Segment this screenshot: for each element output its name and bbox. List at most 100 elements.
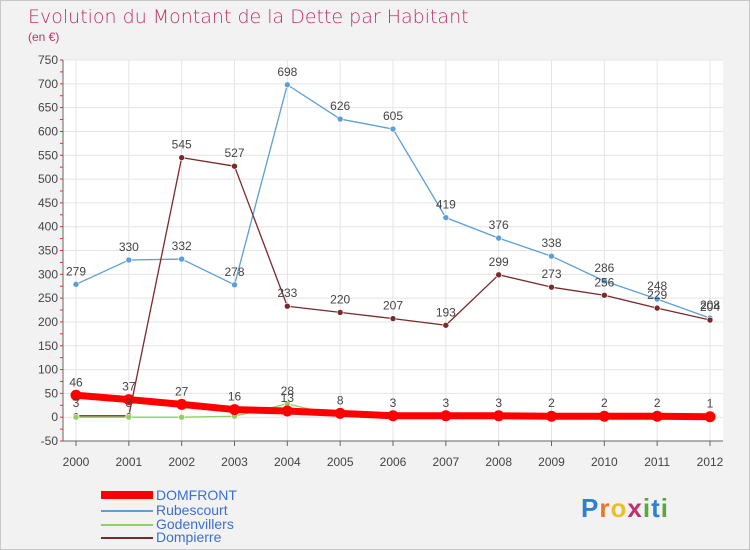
y-tick-label: 550 [38, 148, 58, 162]
legend-swatch-rubescourt [101, 510, 153, 512]
data-label-domfront: 2 [548, 396, 555, 410]
y-tick-label: 150 [38, 339, 58, 353]
y-tick-label: 500 [38, 172, 58, 186]
data-label-godenvillers: 28 [281, 384, 295, 398]
x-tick-label: 2012 [697, 455, 724, 469]
data-point-rubescourt [495, 234, 502, 242]
data-label-domfront: 46 [69, 375, 83, 389]
legend-label-godenvillers: Godenvillers [156, 516, 234, 532]
legend-label-rubescourt: Rubescourt [156, 502, 228, 518]
data-label-rubescourt: 376 [489, 218, 509, 232]
data-point-dompierre [653, 304, 661, 312]
data-point-domfront [281, 405, 293, 417]
data-point-dompierre [284, 302, 291, 310]
data-label-rubescourt: 330 [119, 240, 139, 254]
y-tick-label: 0 [51, 410, 58, 424]
data-point-rubescourt [231, 281, 238, 289]
data-label-rubescourt: 278 [224, 265, 244, 279]
data-label-rubescourt: 332 [172, 239, 192, 253]
data-label-domfront: 2 [601, 396, 608, 410]
data-label-domfront: 13 [281, 391, 295, 405]
data-point-domfront [440, 410, 452, 422]
data-point-dompierre [706, 316, 714, 324]
data-point-domfront [546, 410, 557, 422]
data-label-dompierre: 193 [436, 305, 456, 319]
data-point-rubescourt [336, 115, 344, 123]
x-tick-label: 2003 [221, 455, 248, 469]
data-label-dompierre: 273 [541, 267, 561, 281]
data-label-dompierre: 207 [383, 299, 403, 313]
data-point-domfront [123, 394, 135, 406]
data-label-domfront: 2 [654, 396, 661, 410]
data-point-rubescourt [284, 81, 291, 89]
y-tick-label: 450 [38, 196, 58, 210]
data-point-domfront [387, 410, 399, 422]
y-tick-label: 700 [38, 77, 58, 91]
data-point-domfront [704, 411, 716, 423]
x-tick-label: 2010 [591, 455, 618, 469]
data-point-dompierre [389, 315, 397, 322]
data-label-dompierre: 3 [125, 396, 132, 410]
data-point-dompierre [178, 154, 185, 161]
data-label-rubescourt: 338 [541, 236, 561, 250]
data-point-dompierre [548, 283, 555, 291]
data-label-domfront: 3 [495, 396, 502, 410]
y-tick-label: 350 [38, 244, 58, 258]
data-label-rubescourt: 208 [700, 298, 720, 312]
data-point-domfront [334, 407, 346, 419]
data-point-rubescourt [389, 125, 397, 133]
x-tick-label: 2000 [63, 455, 90, 469]
data-point-rubescourt [72, 281, 80, 288]
data-point-dompierre [442, 321, 450, 329]
y-tick-label: 100 [38, 363, 58, 377]
data-point-rubescourt [125, 256, 133, 264]
x-tick-label: 2007 [432, 455, 459, 469]
chart-title: Evolution du Montant de la Dette par Hab… [28, 6, 469, 28]
y-tick-label: 300 [38, 267, 58, 281]
data-point-rubescourt [178, 255, 185, 263]
proxiti-logo: Proxiti [581, 493, 669, 523]
data-label-dompierre: 233 [277, 286, 297, 300]
data-point-rubescourt [442, 214, 450, 221]
x-tick-label: 2005 [327, 455, 354, 469]
x-tick-label: 2006 [380, 455, 407, 469]
data-label-dompierre: 204 [700, 300, 720, 314]
data-label-domfront: 1 [707, 397, 714, 411]
data-label-rubescourt: 626 [330, 99, 350, 113]
y-tick-label: 250 [38, 291, 58, 305]
data-point-rubescourt [653, 295, 661, 303]
x-tick-label: 2011 [644, 455, 670, 469]
data-point-rubescourt [601, 277, 608, 285]
data-point-domfront [651, 410, 663, 422]
y-tick-label: -50 [41, 434, 59, 448]
data-label-domfront: 16 [228, 390, 242, 404]
data-label-dompierre: 256 [594, 275, 614, 289]
data-point-dompierre [231, 162, 238, 170]
y-tick-label: 650 [38, 101, 58, 115]
data-label-domfront: 27 [175, 384, 189, 398]
data-label-rubescourt: 286 [594, 261, 614, 275]
data-point-godenvillers [125, 413, 133, 421]
data-label-dompierre: 229 [647, 288, 667, 302]
data-point-dompierre [336, 309, 344, 316]
data-point-domfront [493, 410, 505, 422]
data-label-rubescourt: 248 [647, 279, 667, 293]
y-tick-label: 50 [45, 386, 59, 400]
data-label-dompierre: 299 [489, 255, 509, 269]
data-point-domfront [598, 410, 610, 422]
y-tick-label: 600 [38, 124, 58, 138]
x-tick-label: 2001 [115, 455, 142, 469]
data-label-dompierre: 527 [224, 146, 244, 160]
x-tick-label: 2008 [485, 455, 512, 469]
data-label-rubescourt: 279 [66, 264, 86, 278]
y-tick-label: 400 [38, 220, 58, 234]
legend-swatch-godenvillers [101, 524, 153, 526]
legend-label-dompierre: Dompierre [156, 529, 222, 545]
legend-label-domfront: DOMFRONT [156, 487, 237, 503]
data-point-dompierre [601, 291, 608, 299]
data-label-dompierre: 545 [172, 138, 192, 152]
data-label-rubescourt: 698 [277, 65, 297, 79]
data-point-domfront [176, 398, 188, 410]
